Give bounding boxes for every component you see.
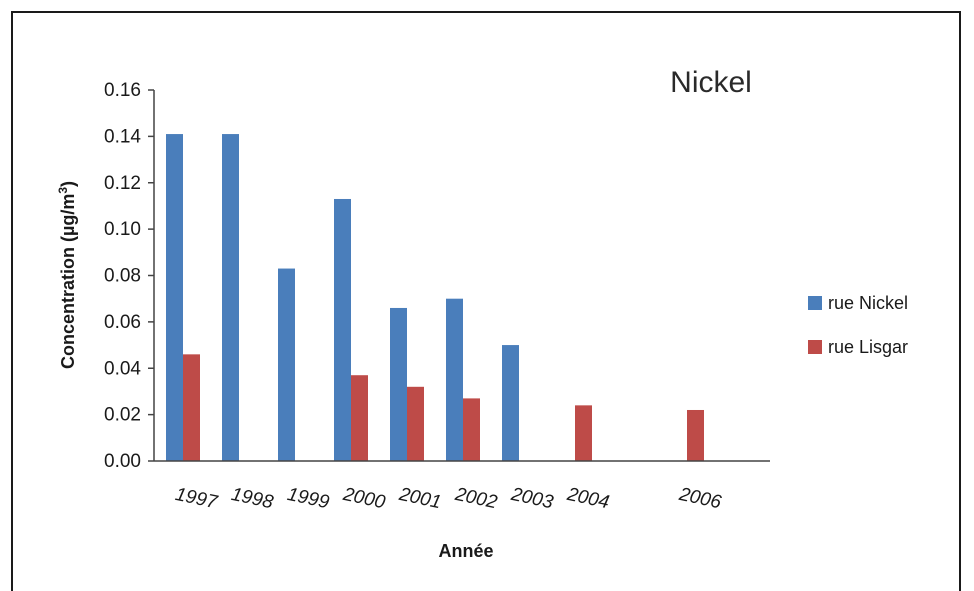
- y-tick-label: 0.00: [104, 451, 141, 472]
- bar-rue-lisgar-2000: [351, 375, 368, 461]
- x-tick-label: 2003: [508, 484, 555, 514]
- legend-swatch: [808, 296, 822, 310]
- x-tick-label: 1997: [173, 484, 220, 514]
- bar-rue-nickel-2003: [502, 345, 519, 461]
- bar-rue-nickel-2002: [446, 298, 463, 461]
- x-tick-label: 1999: [285, 484, 331, 513]
- x-tick-label: 2000: [340, 484, 387, 514]
- legend-label: rue Nickel: [828, 293, 908, 313]
- bar-rue-nickel-1999: [278, 268, 295, 461]
- y-tick-label: 0.14: [104, 126, 141, 147]
- bar-rue-nickel-2000: [334, 198, 351, 461]
- bar-rue-nickel-1998: [222, 134, 239, 461]
- y-axis-ticks: 0.00 0.02 0.04 0.06 0.08 0.10 0.12 0.14 0.16: [104, 80, 154, 472]
- x-tick-label: 2004: [564, 484, 611, 514]
- y-axis-title-main: Concentration (µg/m: [58, 194, 78, 369]
- legend: rue Nickel rue Lisgar: [808, 293, 908, 357]
- bars: [166, 134, 704, 461]
- x-tick-label: 2006: [676, 484, 723, 514]
- y-tick-label: 0.02: [104, 405, 141, 426]
- y-axis-title-superscript: 3: [56, 187, 70, 194]
- bar-rue-lisgar-2006: [687, 409, 704, 461]
- legend-label: rue Lisgar: [828, 337, 908, 357]
- x-axis-tick-labels: 1997 1998 1999 2000 2001 2002 2003 2004 2006: [173, 484, 723, 514]
- y-axis-title-close: ): [58, 181, 78, 187]
- x-axis-title: Année: [438, 541, 493, 561]
- chart-frame: [11, 11, 961, 591]
- y-tick-label: 0.08: [104, 266, 141, 287]
- legend-swatch: [808, 340, 822, 354]
- axes: [153, 90, 770, 462]
- bar-rue-lisgar-1997: [183, 354, 200, 461]
- bar-rue-nickel-1997: [166, 134, 183, 461]
- y-axis-title: Concentration (µg/m3): [56, 181, 78, 369]
- y-tick-label: 0.04: [104, 358, 141, 379]
- y-tick-label: 0.10: [104, 219, 141, 240]
- y-tick-label: 0.16: [104, 80, 141, 101]
- bar-rue-lisgar-2004: [575, 405, 592, 461]
- x-tick-label: 2001: [396, 484, 443, 514]
- x-tick-label: 1998: [229, 484, 275, 513]
- bar-rue-nickel-2001: [390, 307, 407, 461]
- y-tick-label: 0.12: [104, 173, 141, 194]
- x-tick-label: 2002: [452, 484, 499, 514]
- bar-rue-lisgar-2002: [463, 398, 480, 461]
- y-tick-label: 0.06: [104, 312, 141, 333]
- chart-title: Nickel: [670, 66, 752, 99]
- bar-rue-lisgar-2001: [407, 386, 424, 461]
